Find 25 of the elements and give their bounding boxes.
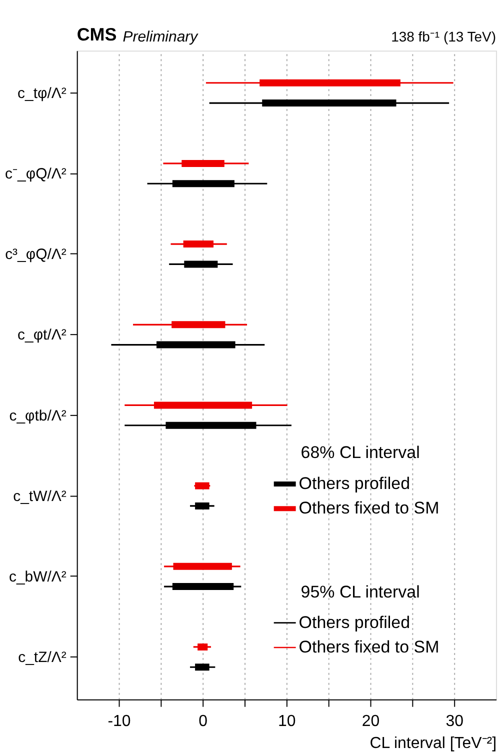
x-tick-label: 0 [198, 712, 208, 730]
y-tick-label: c³_φQ/Λ² [5, 246, 66, 264]
y-tick-label: c_bW/Λ² [8, 568, 66, 586]
y-tick-label: c_tW/Λ² [13, 488, 66, 505]
y-tick-label: c_tZ/Λ² [18, 649, 66, 666]
x-tick-label: 20 [362, 712, 380, 730]
x-tick-label: -10 [108, 712, 131, 730]
legend-label: Others profiled [298, 612, 410, 632]
legend-label: Others fixed to SM [298, 498, 440, 518]
text: 138 fb⁻¹ (13 TeV) [391, 28, 496, 45]
y-tick-label: c_φt/Λ² [18, 326, 66, 344]
x-axis-title: CL interval [TeV⁻²] [370, 734, 497, 752]
chart-subtitle: Preliminary [122, 28, 200, 46]
bar [198, 643, 208, 650]
x-tick-label: 30 [446, 712, 464, 730]
annotation: 95% CL interval [300, 582, 420, 602]
chart-title: CMS [76, 24, 117, 45]
bar [195, 482, 210, 490]
annotation: 68% CL interval [300, 442, 420, 462]
x-tick-label: 10 [278, 712, 296, 730]
legend-label: Others profiled [298, 474, 410, 493]
legend-label: Others fixed to SM [298, 637, 440, 656]
y-tick-label: c_tφ/Λ² [18, 84, 66, 102]
y-tick-label: c_φtb/Λ² [9, 407, 66, 424]
y-tick-label: c⁻_φQ/Λ² [5, 166, 66, 183]
